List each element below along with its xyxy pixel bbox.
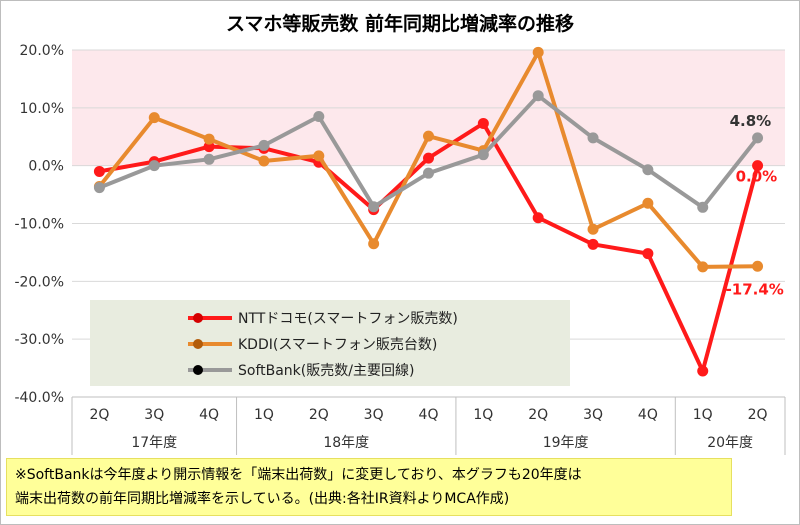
data-point [313,111,325,123]
x-tick-label: 1Q [254,407,274,423]
data-point [203,153,215,165]
x-tick-label: 1Q [473,407,493,423]
y-axis-ticks: 20.0% 10.0% 0.0% -10.0% -20.0% -30.0% -40.0% [14,43,64,406]
data-point [587,132,599,144]
data-point [752,260,764,272]
legend-background [90,300,570,386]
data-point [697,365,709,377]
y-tick-label: 0.0% [28,159,64,175]
y-tick-label: 10.0% [20,101,64,117]
x-group-label: 17年度 [131,435,177,451]
data-point [368,238,380,250]
y-tick-label: -30.0% [14,332,64,348]
x-tick-label: 3Q [364,407,384,423]
annotation-label: -17.4% [726,280,784,298]
data-point [258,139,270,151]
data-point [93,182,105,194]
data-point [423,130,434,142]
data-point [423,152,434,164]
data-point [532,90,544,102]
data-point [148,160,160,172]
x-group-label: 18年度 [323,435,369,451]
x-tick-label: 3Q [583,407,603,423]
data-point [258,155,270,167]
data-point [532,212,544,224]
data-point [642,248,654,260]
legend: NTTドコモ(スマートフォン販売数) KDDI(スマートフォン販売台数) SoftB… [188,311,458,379]
data-point [477,117,489,129]
x-axis: 2Q 3Q 4Q 1Q 2Q 3Q 4Q 1Q 2Q 3Q 4Q 1Q 2Q 17年度 18年度 19年度 20… [71,396,786,455]
data-point [148,112,160,124]
x-tick-label: 2Q [89,407,109,423]
x-tick-label: 4Q [419,407,439,423]
y-tick-label: -10.0% [14,217,64,233]
legend-label: KDDI(スマートフォン販売台数) [238,337,437,353]
data-point [368,201,380,213]
annotation-label: 4.8% [730,112,772,130]
legend-swatch-marker [193,339,203,349]
data-point [697,261,709,273]
x-tick-label: 4Q [638,407,658,423]
chart-title: スマホ等販売数 前年同期比増減率の推移 [226,12,574,35]
series-3 [93,90,764,213]
note-box: ※SoftBankは今年度より開示情報を「端末出荷数」に変更しており、本グラフも… [6,458,732,516]
data-point [587,223,599,235]
data-point [477,149,489,161]
x-tick-label: 2Q [309,407,329,423]
x-tick-label: 4Q [199,407,219,423]
data-point [752,160,764,172]
note-line-1: ※SoftBankは今年度より開示情報を「端末出荷数」に変更しており、本グラフも… [15,467,582,483]
note-line-2: 端末出荷数の前年同期比増減率を示している。(出典:各社IR資料よりMCA作成) [15,491,510,507]
x-group-label: 19年度 [543,435,589,451]
data-point [313,150,325,162]
x-group-label: 20年度 [707,435,753,451]
y-tick-label: -40.0% [14,390,64,406]
data-point [642,164,654,176]
data-point [587,238,599,250]
data-point [697,201,709,213]
y-tick-label: -20.0% [14,274,64,290]
annotation-label: 0.0% [736,168,778,186]
data-point [203,133,215,145]
series-lines [93,46,764,377]
legend-label: NTTドコモ(スマートフォン販売数) [238,311,458,327]
legend-swatch-marker [193,313,203,323]
series-2 [93,46,764,273]
x-tick-label: 2Q [528,407,548,423]
legend-swatch-marker [193,365,203,375]
data-point [532,46,544,58]
y-tick-label: 20.0% [20,43,64,59]
legend-label: SoftBank(販売数/主要回線) [238,363,414,379]
data-point [93,165,105,177]
data-point [642,197,654,209]
x-tick-label: 3Q [144,407,164,423]
annotations: 4.8% 0.0% -17.4% [726,112,784,298]
data-point [752,132,764,144]
data-point [423,167,434,179]
x-tick-label: 2Q [748,407,768,423]
x-tick-label: 1Q [693,407,713,423]
